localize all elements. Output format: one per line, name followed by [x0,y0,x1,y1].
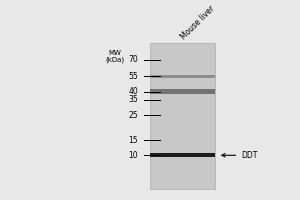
Text: 70: 70 [128,55,138,64]
Text: MW
(kDa): MW (kDa) [105,50,124,63]
Text: Mouse liver: Mouse liver [179,4,216,41]
Bar [150,43,215,189]
Text: 35: 35 [128,95,138,104]
Text: DDT: DDT [241,151,258,160]
Text: 15: 15 [129,136,138,145]
Text: 25: 25 [129,111,138,120]
Text: 55: 55 [128,72,138,81]
Text: 10: 10 [129,151,138,160]
Text: 40: 40 [128,87,138,96]
Bar [150,75,215,78]
Bar [150,89,215,94]
Bar [150,153,215,157]
